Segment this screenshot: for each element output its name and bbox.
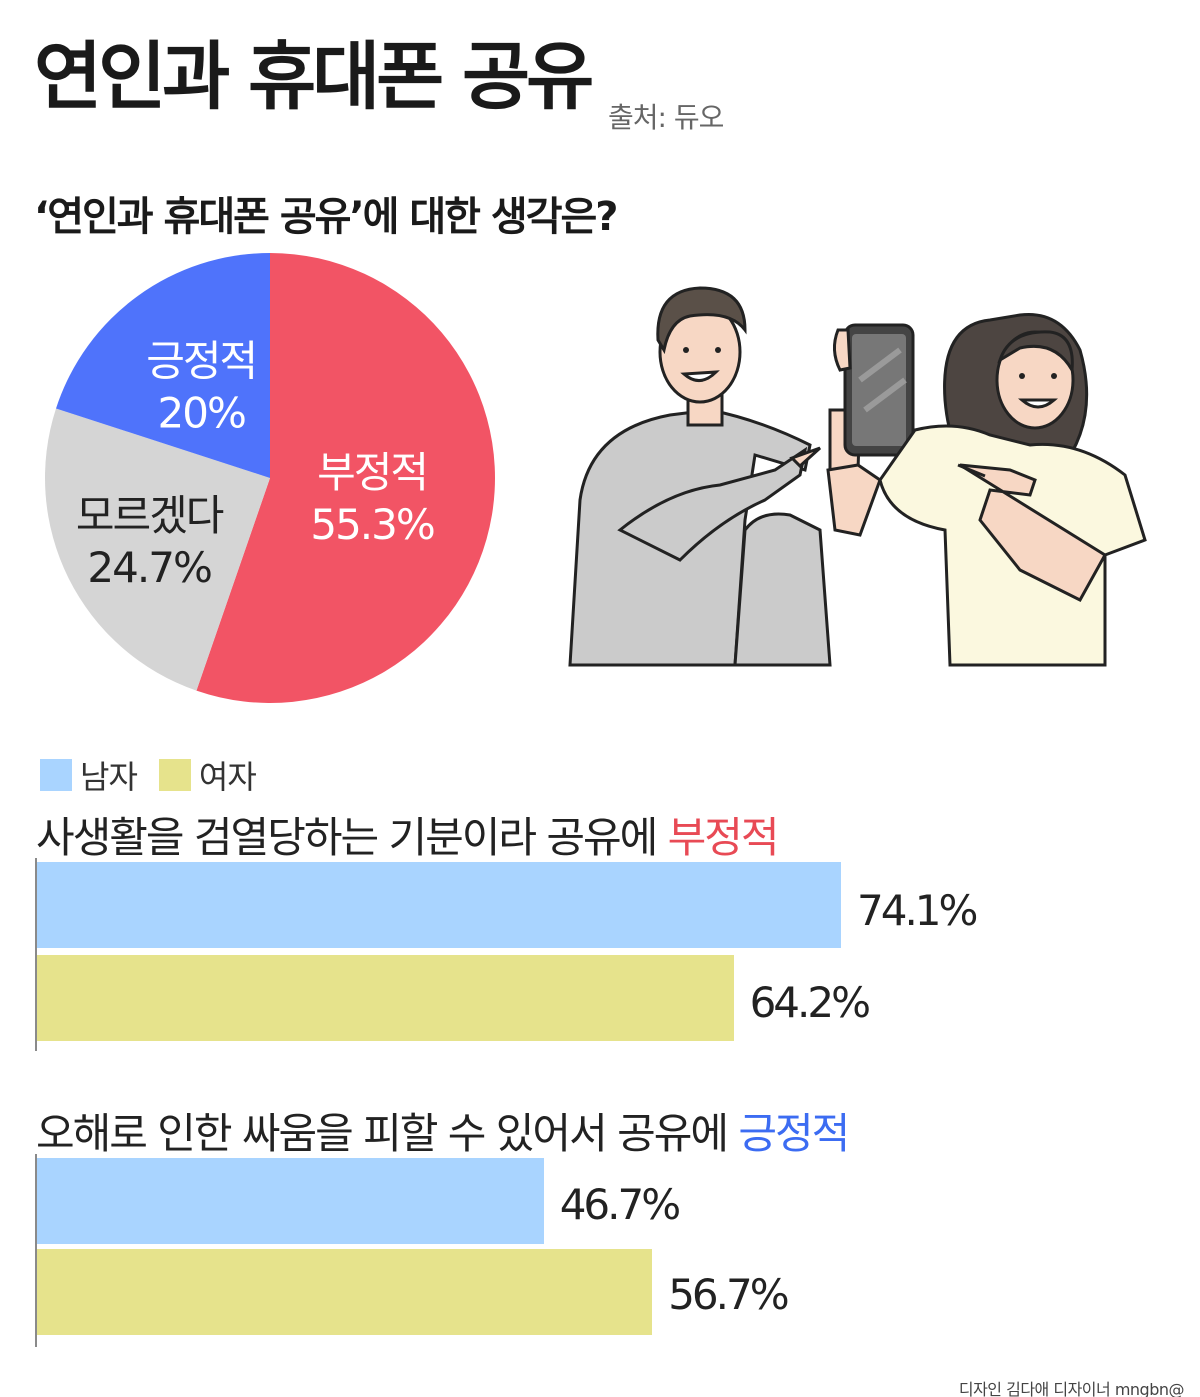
question-2-male-value: 46.7% <box>559 1180 681 1229</box>
chart-subtitle: ‘연인과 휴대폰 공유’에 대한 생각은? <box>34 194 618 240</box>
pie-slice-value-2: 24.7% <box>87 543 211 592</box>
question-1-female-bar <box>37 955 734 1041</box>
question-2-axis <box>35 1154 37 1347</box>
question-1-title-highlight: 부정적 <box>667 813 780 862</box>
pie-slice-1 <box>196 253 495 703</box>
legend-label-male: 남자 <box>80 758 138 796</box>
legend-swatch-male <box>40 759 72 791</box>
designer-credit: 디자인 김다애 디자이너 mngbn@ <box>958 1380 1185 1397</box>
pie-slice-value-3: 20% <box>158 388 245 437</box>
question-1-axis <box>35 858 37 1051</box>
question-2-title-highlight: 긍정적 <box>738 1109 850 1158</box>
question-2-male-bar <box>37 1158 544 1244</box>
legend-swatch-female <box>158 759 191 791</box>
woman-illustration <box>878 312 1147 667</box>
man-illustration <box>568 286 832 667</box>
pie-slice-value-1: 55.3% <box>310 500 434 549</box>
pie-slice-label-3: 긍정적 <box>146 336 256 385</box>
pie-slice-label-2: 모르겠다 <box>76 491 224 540</box>
question-2-female-bar <box>37 1249 653 1335</box>
question-1-male-bar <box>37 862 841 948</box>
pie-slice-2 <box>45 408 270 691</box>
legend-label-female: 여자 <box>198 758 257 796</box>
question-1-female-value: 64.2% <box>749 978 871 1027</box>
source-label: 출처: 듀오 <box>608 101 724 134</box>
question-1-male-value: 74.1% <box>857 886 978 935</box>
question-1-title-main: 사생활을 검열당하는 기분이라 공유에 <box>36 813 668 862</box>
legend-item-male: 남자 <box>40 752 138 798</box>
phone-illustration <box>826 323 915 537</box>
question-2-female-value: 56.7% <box>668 1270 789 1319</box>
legend: 남자 여자 <box>40 752 278 798</box>
question-2-title: 오해로 인한 싸움을 피할 수 있어서 공유에 긍정적 <box>36 1100 850 1161</box>
question-1-title: 사생활을 검열당하는 기분이라 공유에 부정적 <box>36 804 780 865</box>
question-2-title-main: 오해로 인한 싸움을 피할 수 있어서 공유에 <box>36 1109 739 1158</box>
couple-phone-illustration <box>568 286 1147 667</box>
page-title: 연인과 휴대폰 공유 <box>34 34 594 120</box>
pie-slice-label-1: 부정적 <box>317 448 427 497</box>
pie-slice-3 <box>56 253 270 478</box>
legend-item-female: 여자 <box>158 752 257 798</box>
